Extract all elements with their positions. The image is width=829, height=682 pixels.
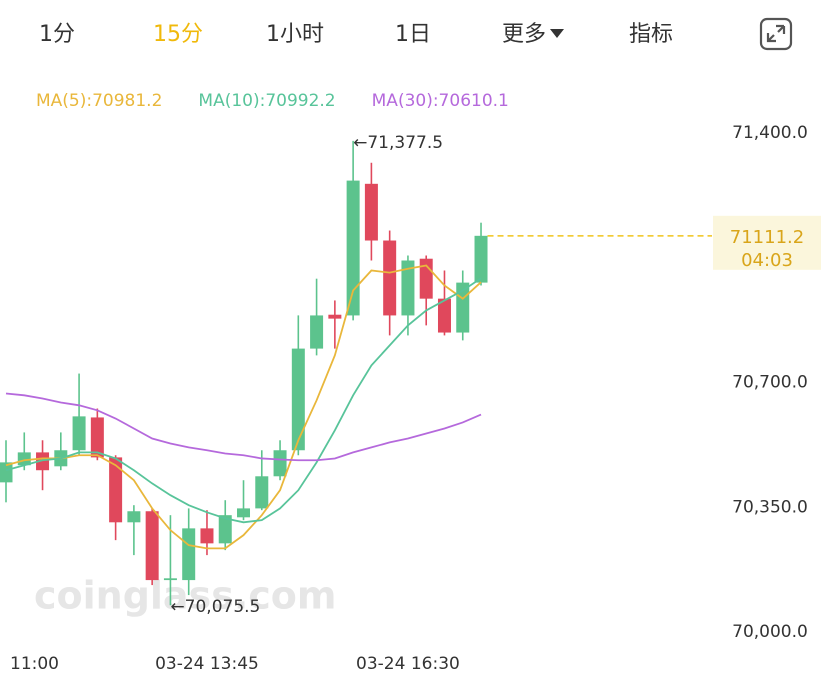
y-tick-label: 71,400.0	[732, 123, 808, 143]
candle-body	[0, 462, 13, 483]
fullscreen-button[interactable]	[759, 17, 793, 51]
candle-body	[364, 183, 378, 241]
candle-body	[310, 315, 324, 349]
dropdown-arrow	[550, 29, 564, 38]
candle-body	[437, 298, 451, 333]
plot: coinglass.com 71,400.0 70,700.0 70,350.0 70,…	[0, 123, 821, 674]
candle-body	[36, 452, 50, 471]
watermark: coinglass.com	[34, 574, 336, 618]
candle-body	[200, 528, 214, 544]
tab[interactable]: 指标	[629, 22, 673, 47]
legend-entry: MA(10):70992.2	[198, 91, 335, 111]
tab[interactable]: 15分	[153, 22, 203, 47]
header: 1分 15分 1小时 1日 更多 指标	[39, 17, 793, 51]
tab[interactable]: 1分	[39, 22, 75, 47]
y-tick-label: 70,350.0	[732, 497, 808, 517]
candle-body	[182, 528, 196, 581]
tab[interactable]: 1日	[395, 22, 431, 47]
candle-body	[383, 240, 397, 316]
countdown: 04:03	[741, 250, 793, 271]
x-tick-label: 11:00	[10, 654, 59, 674]
y-tick-label: 70,700.0	[732, 372, 808, 392]
legend-entry: MA(5):70981.2	[36, 91, 162, 111]
candle-body	[328, 314, 342, 319]
candle-body	[291, 348, 305, 451]
candle-body	[255, 476, 269, 509]
legend: MA(5):70981.2 MA(10):70992.2 MA(30):70610.…	[36, 91, 509, 111]
candle-body	[163, 578, 177, 581]
tab[interactable]: 更多	[502, 22, 546, 47]
ma-line	[5, 392, 482, 462]
last-price-label: 71111.2	[730, 227, 804, 248]
fullscreen-icon	[766, 24, 786, 43]
candle-body	[474, 235, 488, 283]
tab[interactable]: 1小时	[266, 22, 324, 47]
ma-line	[5, 277, 482, 524]
candle-body	[401, 260, 415, 316]
candle-body	[127, 511, 141, 523]
candle-body	[90, 417, 104, 458]
extreme-label: ←71,377.5	[353, 133, 443, 153]
ma-line	[5, 264, 482, 550]
y-tick-label: 70,000.0	[732, 622, 808, 642]
x-tick-label: 03-24 16:30	[356, 654, 460, 674]
candle-body	[273, 450, 287, 477]
last-price-box	[713, 215, 821, 270]
legend-entry: MA(30):70610.1	[372, 91, 509, 111]
button-frame	[759, 17, 793, 51]
candle-body	[109, 457, 123, 523]
candle-body	[218, 515, 232, 544]
candle-body	[237, 508, 251, 518]
extreme-label: ←70,075.5	[170, 597, 260, 617]
candle-body	[72, 416, 86, 451]
x-tick-label: 03-24 13:45	[155, 654, 259, 674]
candle-body	[346, 180, 360, 316]
candle-body	[145, 511, 159, 581]
